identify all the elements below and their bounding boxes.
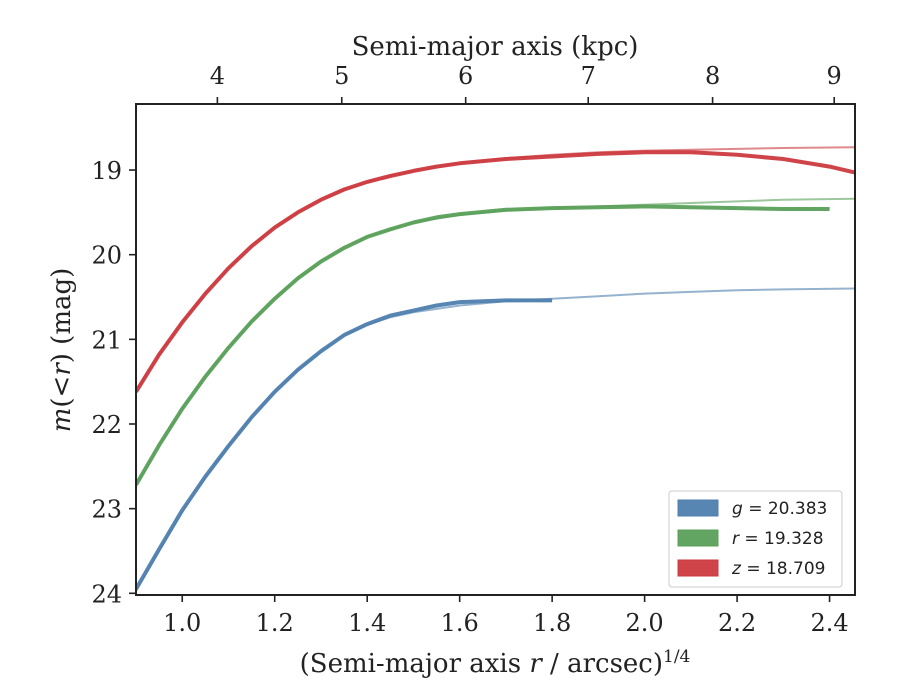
series-band-g <box>136 298 553 591</box>
top-tick-label: 7 <box>581 62 596 90</box>
plot-area <box>136 146 855 592</box>
y-tick-label: 20 <box>91 242 122 270</box>
y-tick-label: 21 <box>91 326 122 354</box>
model-line-z <box>136 146 855 393</box>
y-tick-label: 19 <box>91 157 122 185</box>
y-axis-title: m(<r) (mag) <box>47 268 77 433</box>
legend-swatch-r <box>677 529 719 547</box>
x-tick-label: 1.8 <box>533 609 571 637</box>
top-axis-title: Semi-major axis (kpc) <box>352 32 639 62</box>
x-tick-label: 1.0 <box>163 609 201 637</box>
top-tick-label: 5 <box>334 62 349 90</box>
legend-swatch-g <box>677 499 719 517</box>
x-tick-label: 1.4 <box>348 609 386 637</box>
top-tick-label: 4 <box>210 62 225 90</box>
x-axis-title: (Semi-major axis r / arcsec)1/4 <box>300 647 691 679</box>
legend-label-r: r = 19.328 <box>732 529 824 549</box>
legend-swatch-z <box>677 559 719 577</box>
axis-ticks: 1.0 1.2 1.4 1.6 1.8 2.0 2.2 2.4 19 20 21 22 23 24 4 5 6 7… <box>91 62 848 637</box>
plot-frame <box>135 103 856 596</box>
top-tick-label: 8 <box>705 62 720 90</box>
x-tick-label: 1.2 <box>256 609 294 637</box>
x-tick-label: 2.2 <box>718 609 756 637</box>
top-tick-label: 6 <box>458 62 473 90</box>
model-line-r <box>136 197 855 486</box>
top-tick-label: 9 <box>827 62 842 90</box>
x-tick-label: 2.4 <box>810 609 848 637</box>
y-tick-label: 24 <box>91 580 122 608</box>
legend-label-g: g = 20.383 <box>732 499 827 519</box>
series-band-z <box>136 150 855 393</box>
x-tick-label: 1.6 <box>441 609 479 637</box>
x-tick-label: 2.0 <box>626 609 664 637</box>
series-band-r <box>136 204 830 486</box>
y-tick-label: 23 <box>91 496 122 524</box>
y-tick-label: 22 <box>91 411 122 439</box>
legend-label-z: z = 18.709 <box>731 559 825 579</box>
legend: g = 20.383 r = 19.328 z = 18.709 <box>668 490 843 588</box>
